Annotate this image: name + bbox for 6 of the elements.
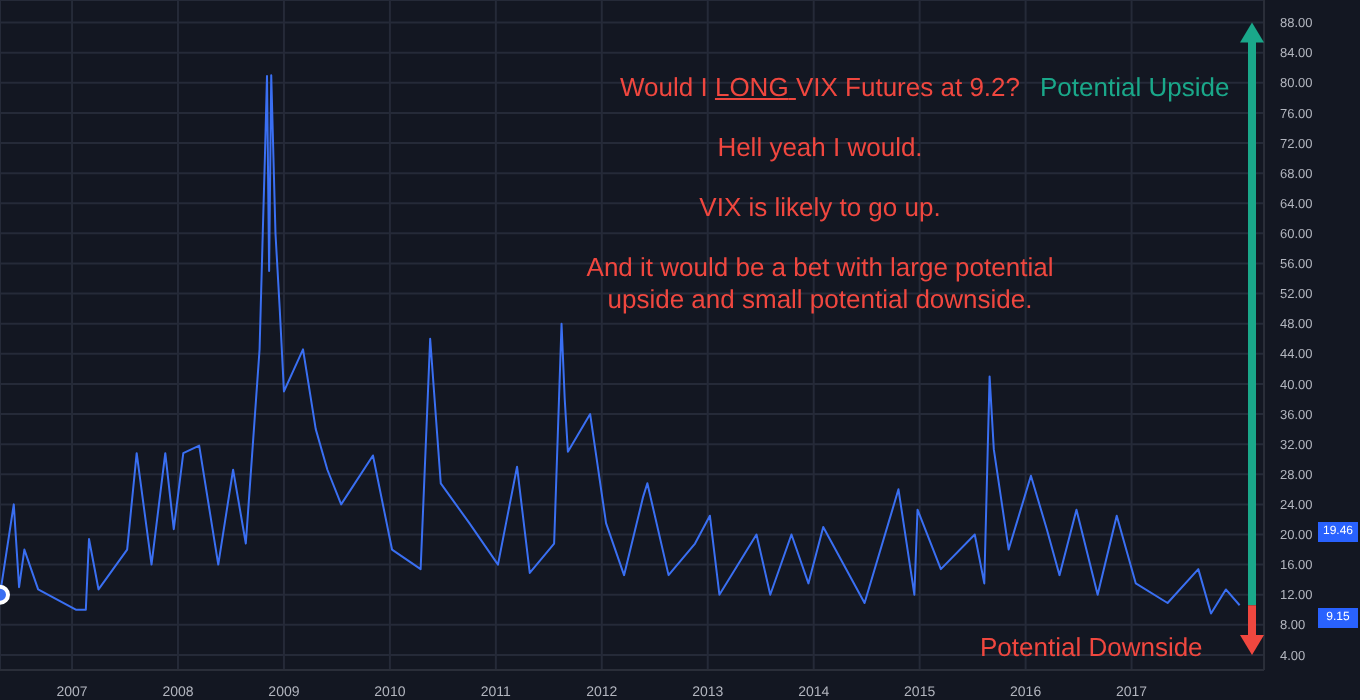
annotation: Would I LONG VIX Futures at 9.2? [619,72,1021,102]
annotation: Potential Upside [1040,72,1230,102]
annotation: And it would be a bet with large potential upside and small potential downside. [584,252,1056,316]
annotation: Potential Downside [980,632,1203,662]
annotation: Hell yeah I would. [715,132,925,164]
annotation: VIX is likely to go up. [697,192,943,224]
